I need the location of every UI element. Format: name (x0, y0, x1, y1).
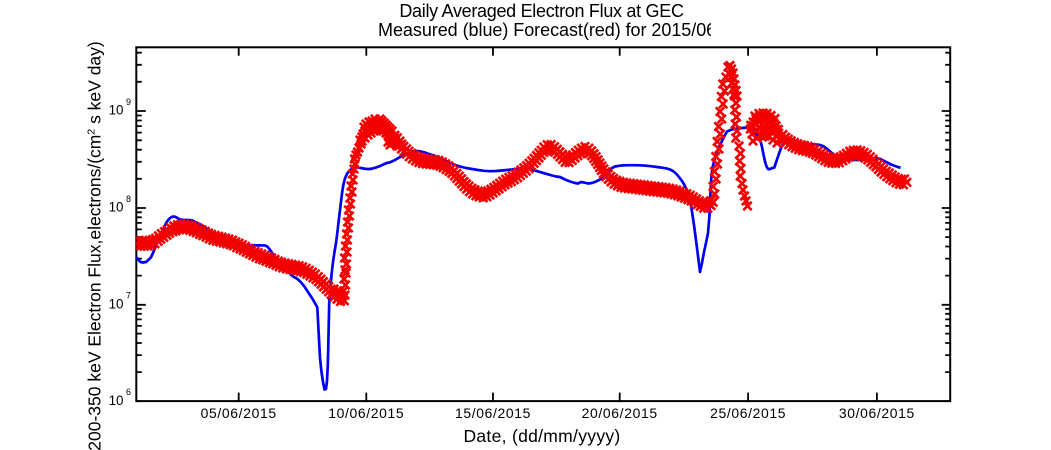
svg-text:Date, (dd/mm/yyyy): Date, (dd/mm/yyyy) (463, 426, 620, 446)
svg-text:8: 8 (126, 194, 131, 204)
svg-text:15/06/2015: 15/06/2015 (455, 405, 531, 421)
svg-text:Daily Averaged Electron Flux a: Daily Averaged Electron Flux at GEC (399, 1, 684, 21)
svg-text:30/06/2015: 30/06/2015 (839, 405, 915, 421)
svg-text:10: 10 (109, 393, 124, 408)
svg-text:05/06/2015: 05/06/2015 (201, 405, 277, 421)
svg-text:20/06/2015: 20/06/2015 (582, 405, 658, 421)
svg-text:7: 7 (126, 291, 131, 301)
svg-text:10: 10 (109, 103, 124, 118)
svg-text:Measured (blue) Forecast(red): Measured (blue) Forecast(red) for 2015/0… (378, 20, 716, 40)
svg-text:200-350 keV Electron Flux,elec: 200-350 keV Electron Flux,electrons/(cm2… (84, 41, 104, 450)
svg-text:10: 10 (109, 297, 124, 312)
svg-text:10: 10 (109, 200, 124, 215)
svg-text:9: 9 (126, 97, 131, 107)
svg-text:10/06/2015: 10/06/2015 (328, 405, 404, 421)
svg-text:6: 6 (126, 387, 131, 397)
svg-text:25/06/2015: 25/06/2015 (710, 405, 786, 421)
